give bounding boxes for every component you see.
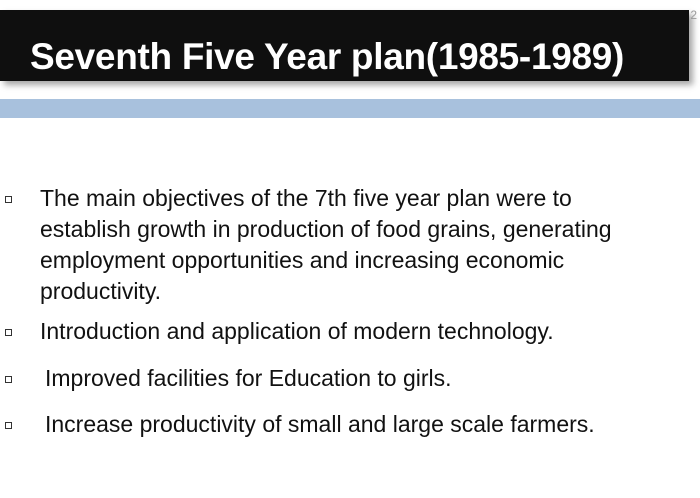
square-bullet-icon	[5, 422, 12, 429]
accent-band	[0, 99, 700, 118]
bullet-text: Introduction and application of modern t…	[40, 318, 554, 344]
square-bullet-icon	[5, 376, 12, 383]
slide-title-bar: Seventh Five Year plan(1985-1989)	[0, 10, 689, 81]
slide-title: Seventh Five Year plan(1985-1989)	[30, 36, 625, 77]
square-bullet-icon	[5, 329, 12, 336]
bullet-text: Increase productivity of small and large…	[45, 411, 595, 437]
bullet-text: Improved facilities for Education to gir…	[45, 365, 452, 391]
page-number: 2	[690, 8, 697, 22]
square-bullet-icon	[5, 196, 12, 203]
bullet-text: The main objectives of the 7th five year…	[40, 185, 612, 304]
